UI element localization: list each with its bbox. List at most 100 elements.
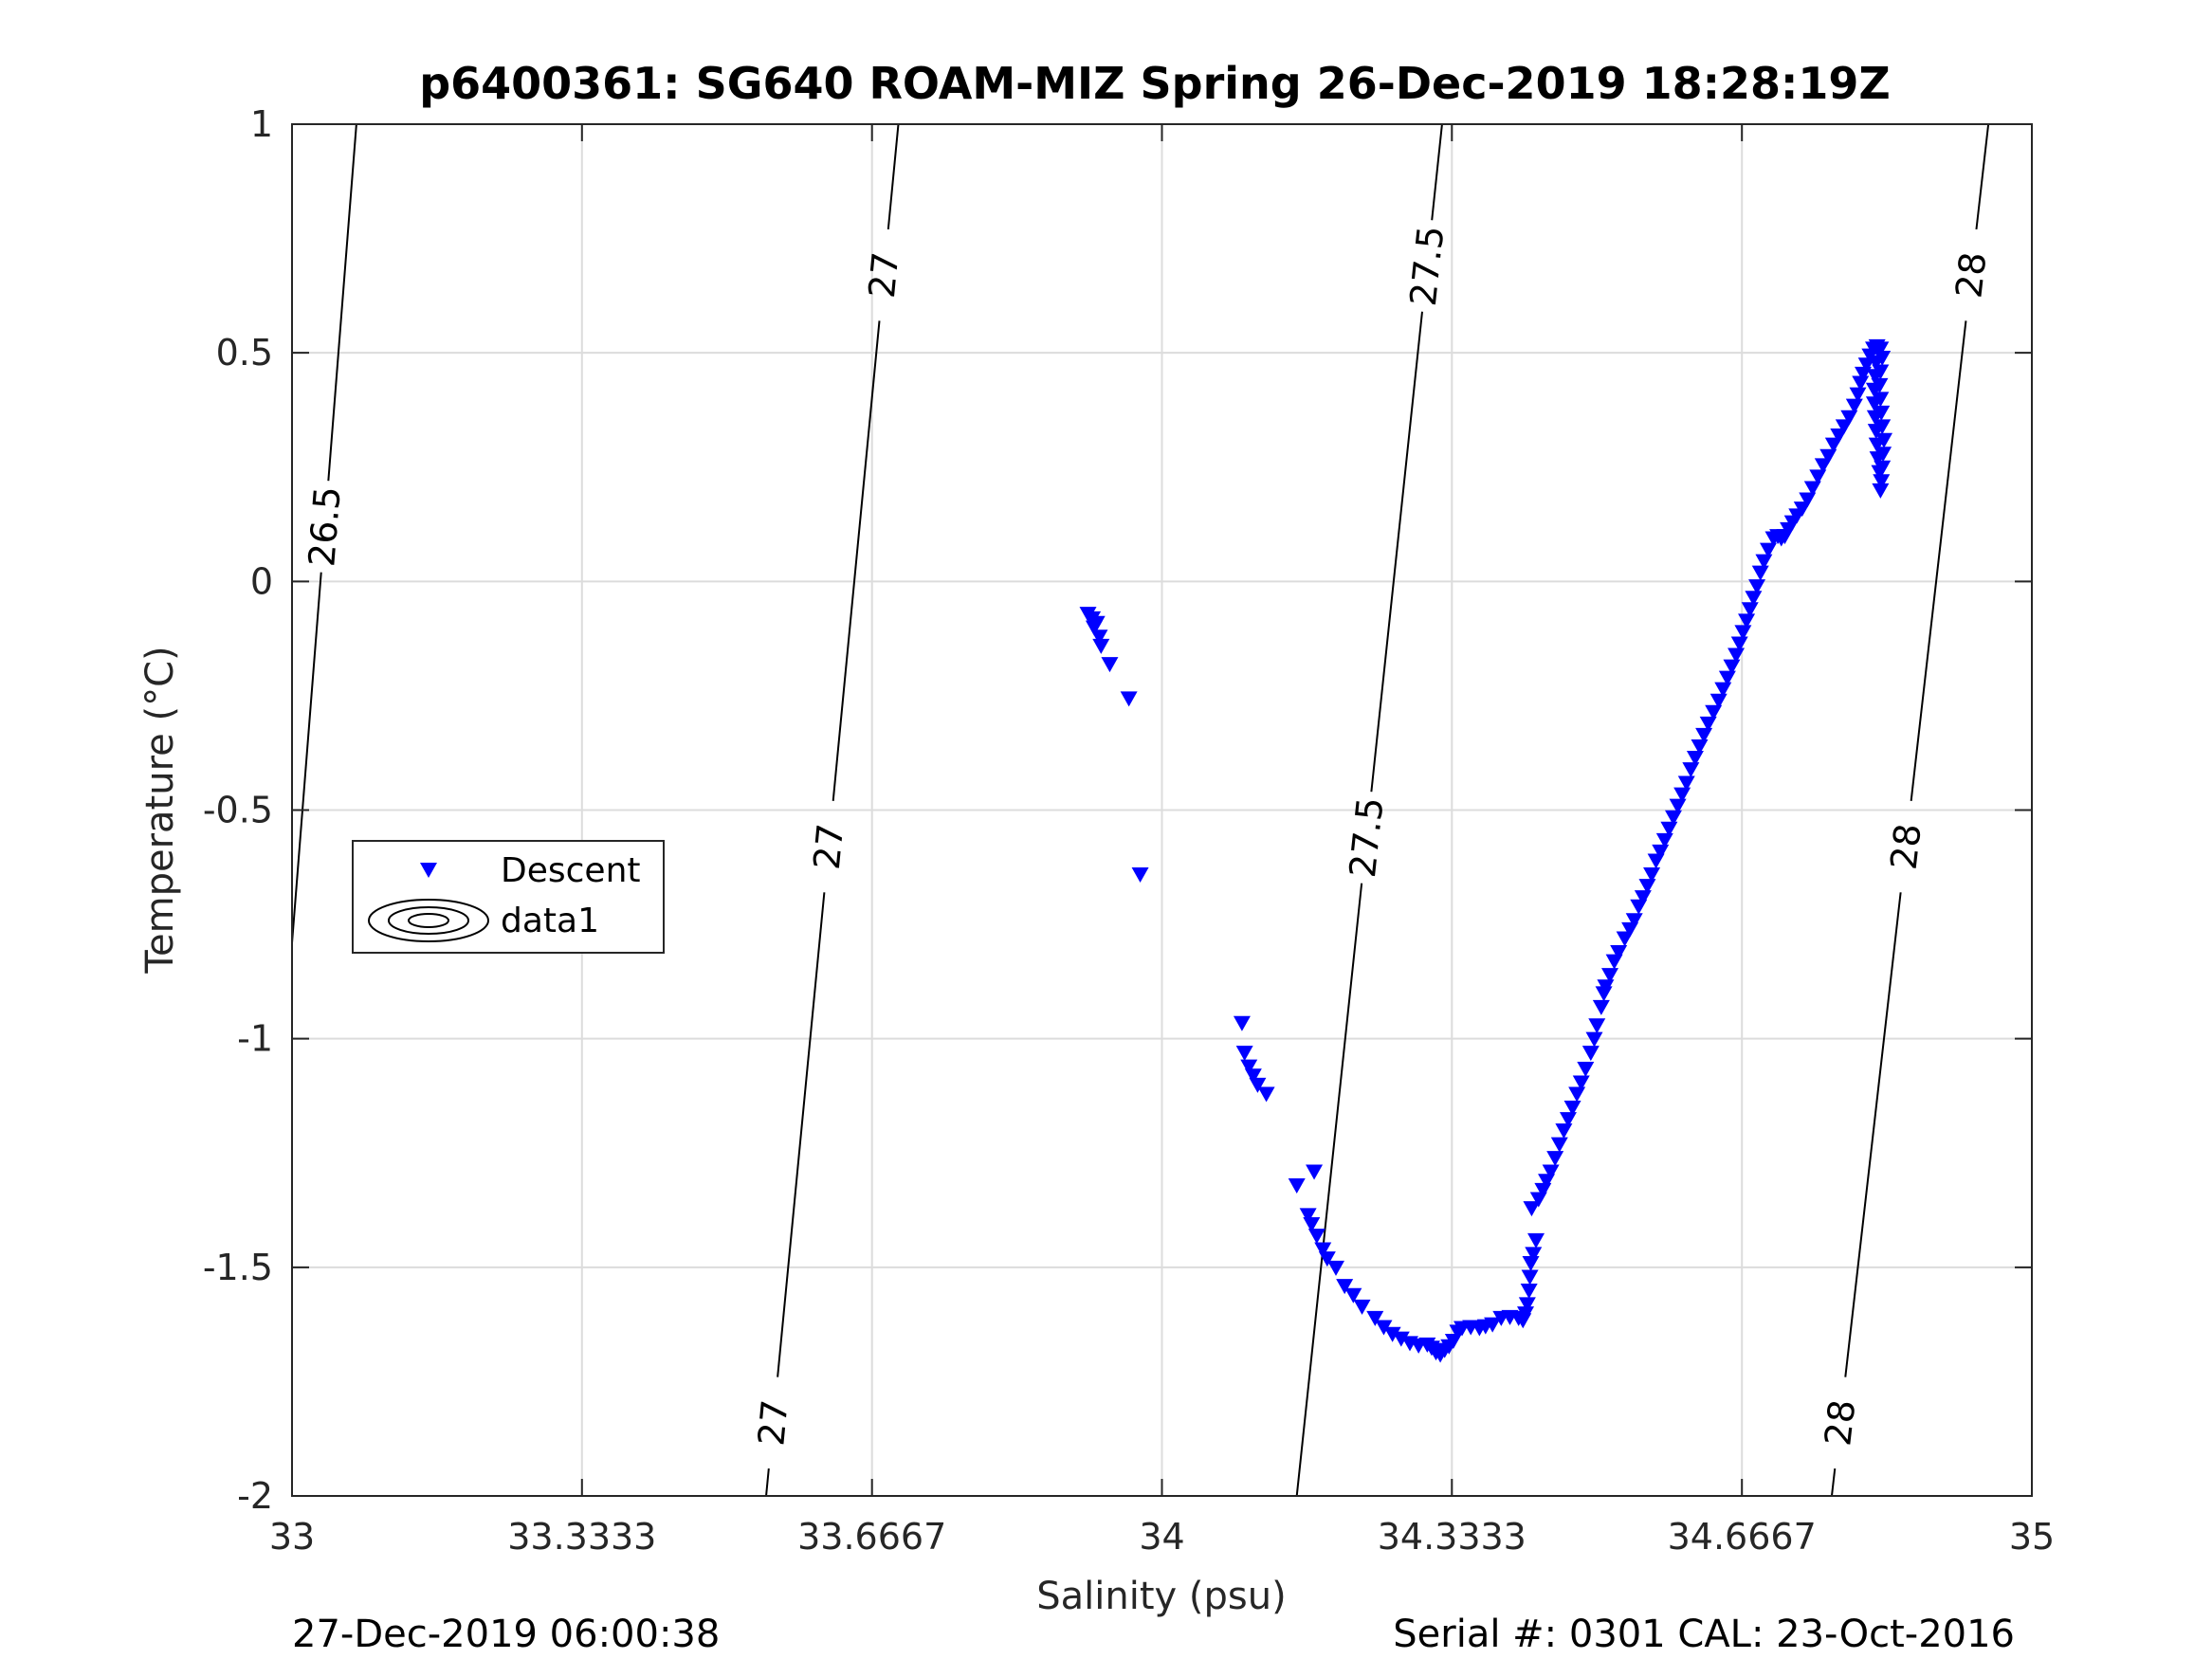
descent-point [1799,492,1817,508]
descent-point [1852,375,1870,392]
descent-point [1572,1075,1590,1091]
descent-point [1233,1015,1251,1031]
y-tick-label: 0.5 [216,332,273,374]
y-tick-label: -2 [237,1475,273,1517]
descent-point [1307,1229,1325,1245]
descent-point [1755,554,1773,570]
contour-line-segment [1431,123,1443,221]
descent-point [1730,636,1748,652]
descent-point [1723,659,1741,675]
descent-point [1523,1201,1541,1217]
descent-point [1240,1059,1258,1075]
descent-point [1728,647,1746,664]
descent-point [1867,424,1885,440]
descent-point [1741,602,1759,618]
descent-point [1518,1297,1536,1313]
descent-point [1090,629,1108,646]
descent-point [1643,867,1661,884]
descent-point [1803,481,1821,497]
contour-27: 27 27 27 [750,123,906,1497]
descent-point [1525,1247,1543,1263]
descent-point [1691,738,1709,755]
footer-timestamp: 27-Dec-2019 06:00:38 [292,1613,720,1656]
descent-point [1521,1269,1539,1285]
descent-point [1559,1112,1577,1128]
descent-point [1819,448,1837,465]
descent-point [1588,1018,1606,1034]
descent-point [1873,474,1891,490]
descent-point [1809,469,1827,485]
x-tick-label: 35 [2009,1516,2055,1558]
contour-label: 26.5 [301,485,348,569]
descent-point [1383,1326,1401,1342]
contour-line-segment [1370,311,1423,793]
descent-point [1366,1310,1384,1326]
descent-point [1235,1046,1253,1062]
descent-point [1327,1260,1344,1276]
descent-point [1673,787,1691,803]
descent-point [1527,1232,1545,1249]
y-tick-label: 1 [250,103,273,145]
descent-point [1652,844,1670,860]
descent-point [1664,810,1682,826]
contour-line-segment [327,123,357,482]
density-contours: 26.5 27 27 27 27.5 27.5 28 28 28 [291,123,1995,1497]
descent-point [1568,1086,1586,1103]
x-tick-label: 34.3333 [1378,1516,1526,1558]
descent-point [1872,483,1890,499]
descent-point [1738,613,1756,629]
descent-point [1484,1317,1502,1333]
x-tick-label: 34 [1139,1516,1184,1558]
descent-point [1092,638,1110,654]
contour-line-segment [1830,1468,1837,1497]
descent-point [1714,682,1732,698]
descent-point [1875,432,1893,448]
descent-point [1522,1256,1540,1272]
descent-point [1592,999,1610,1015]
descent-point [1872,341,1890,357]
descent-point [1085,620,1103,636]
x-tick-label: 33.6667 [797,1516,946,1558]
descent-point [1257,1086,1275,1103]
descent-point [1865,396,1883,412]
x-axis-label: Salinity (psu) [1036,1575,1286,1618]
descent-point [1866,410,1884,426]
contour-line-segment [765,1468,770,1497]
descent-point [1299,1208,1317,1224]
descent-point [1249,1077,1267,1093]
descent-point [1375,1320,1393,1336]
descent-point [1686,751,1704,767]
descent-point [1871,465,1889,481]
descent-point [1120,691,1138,707]
contour-label: 27 [750,1398,795,1448]
contour-27.5: 27.5 27.5 [1295,123,1452,1497]
y-axis-label: Temperature (°C) [138,646,182,974]
y-tick-label: -0.5 [203,790,273,831]
descent-point [1314,1242,1332,1258]
descent-point [1868,437,1886,453]
contour-line-segment [1295,883,1363,1497]
descent-point [1550,1137,1568,1153]
descent-series [1079,338,1893,1363]
contour-28: 28 28 28 [1817,123,1995,1497]
descent-point [1734,625,1752,641]
descent-point [1718,670,1736,686]
descent-point [1520,1283,1538,1299]
descent-point [1306,1164,1324,1180]
descent-point [1563,1101,1581,1117]
descent-point [1748,579,1766,595]
contour-label: 27 [806,822,851,871]
descent-point [1840,410,1858,426]
plot-area: 26.5 27 27 27 27.5 27.5 28 28 28 33 33.3333 33.666… [203,103,2055,1558]
legend: Descent data1 [352,840,665,954]
descent-point [1244,1068,1262,1085]
contour-label: 27.5 [1342,795,1392,880]
descent-point [1699,716,1717,732]
descent-point [1867,355,1885,371]
descent-point [1288,1178,1306,1194]
descent-point [1705,704,1723,720]
contour-label: 28 [1883,822,1929,872]
descent-point [1542,1164,1560,1180]
descent-point [1682,762,1700,778]
